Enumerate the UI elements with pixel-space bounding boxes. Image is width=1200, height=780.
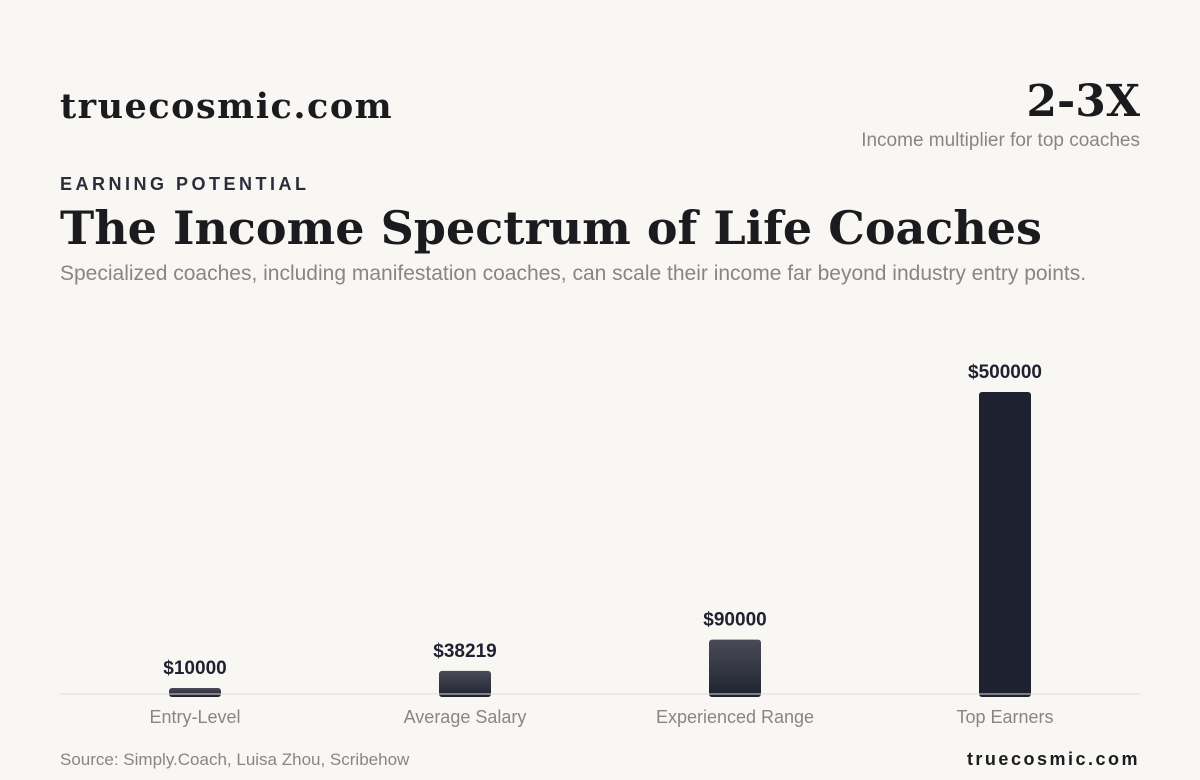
labels-layer: $10000 Entry-Level $38219 Average Salary $90… (149, 362, 1053, 727)
stat-label: Income multiplier for top coaches (861, 130, 1140, 151)
stat-callout: 2-3X Income multiplier for top coaches (861, 76, 1140, 152)
bar-1 (439, 670, 491, 697)
category-label: Average Salary (404, 707, 527, 727)
bar-0 (169, 687, 221, 697)
footer-brand: truecosmic.com (966, 749, 1140, 769)
page-subtitle: Specialized coaches, including manifesta… (60, 262, 1087, 285)
income-bar-chart: $10000 Entry-Level $38219 Average Salary $90… (60, 362, 1140, 727)
category-label: Top Earners (956, 707, 1053, 727)
bar-value-label: $10000 (163, 658, 226, 679)
stat-value: 2-3X (1026, 76, 1140, 127)
site-brand: truecosmic.com (60, 86, 394, 127)
source-note: Source: Simply.Coach, Luisa Zhou, Scribe… (60, 750, 410, 769)
bar-value-label: $90000 (703, 610, 766, 631)
category-label: Entry-Level (149, 707, 240, 727)
category-label: Experienced Range (656, 707, 814, 727)
bar-3 (979, 392, 1031, 697)
bar-2 (709, 639, 761, 697)
page-title: The Income Spectrum of Life Coaches (60, 201, 1042, 255)
section-eyebrow: EARNING POTENTIAL (60, 174, 310, 194)
bar-value-label: $500000 (968, 362, 1042, 383)
bar-value-label: $38219 (433, 641, 496, 662)
bars-layer (169, 392, 1031, 697)
